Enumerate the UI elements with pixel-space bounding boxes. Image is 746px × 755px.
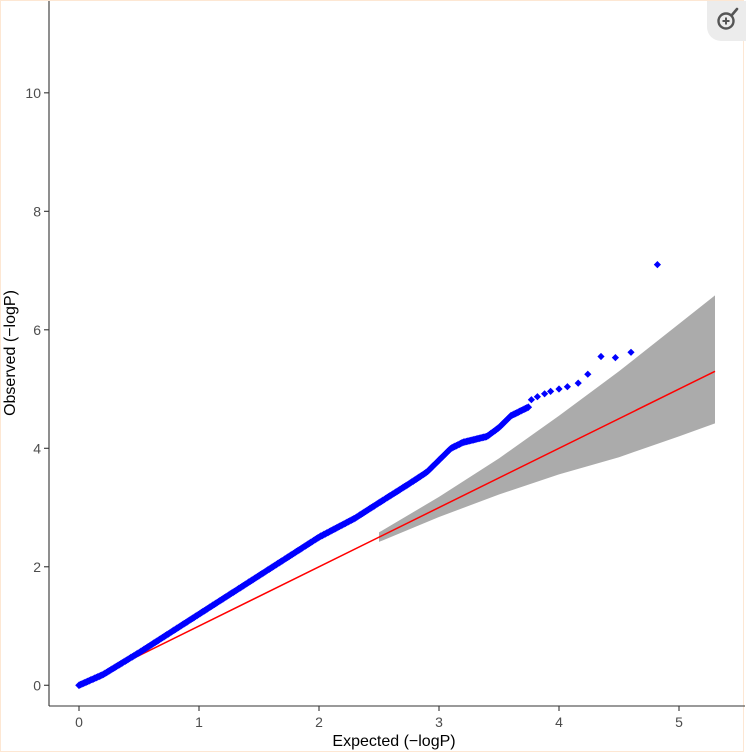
- reference-line: [78, 370, 716, 686]
- data-point: [653, 261, 661, 269]
- y-tick-label: 10: [25, 85, 41, 101]
- data-point: [541, 390, 549, 398]
- data-points-layer: [75, 261, 661, 690]
- y-tick-label: 6: [33, 322, 41, 338]
- axes-layer: [48, 1, 745, 707]
- data-point: [574, 379, 582, 387]
- x-tick-label: 4: [555, 714, 563, 730]
- data-point: [627, 348, 635, 356]
- y-tick-label: 8: [33, 203, 41, 219]
- x-tick-label: 1: [195, 714, 203, 730]
- reference-line-layer: [78, 370, 716, 686]
- data-point: [611, 354, 619, 362]
- confidence-band-layer: [379, 295, 715, 542]
- x-tick-label: 5: [675, 714, 683, 730]
- y-ticks: 0 2 4 6 8 10: [25, 85, 49, 693]
- zoom-in-icon: [717, 7, 739, 30]
- data-point: [527, 396, 535, 404]
- x-axis-title: Expected (−logP): [332, 733, 455, 750]
- y-tick-label: 4: [33, 440, 41, 456]
- data-point: [547, 387, 555, 395]
- data-point: [563, 383, 571, 391]
- y-tick-label: 0: [33, 677, 41, 693]
- data-point: [597, 352, 605, 361]
- y-axis-title: Observed (−logP): [2, 290, 19, 416]
- y-tick-label: 2: [33, 559, 41, 575]
- data-point: [584, 370, 592, 378]
- x-ticks: 0 1 2 3 4 5: [75, 706, 683, 730]
- x-tick-label: 2: [315, 714, 323, 730]
- data-point: [533, 393, 541, 401]
- x-tick-label: 3: [435, 714, 443, 730]
- confidence-band: [379, 295, 715, 542]
- x-tick-label: 0: [75, 714, 83, 730]
- data-point: [555, 385, 563, 393]
- zoom-button[interactable]: [707, 1, 746, 41]
- data-point: [524, 403, 533, 411]
